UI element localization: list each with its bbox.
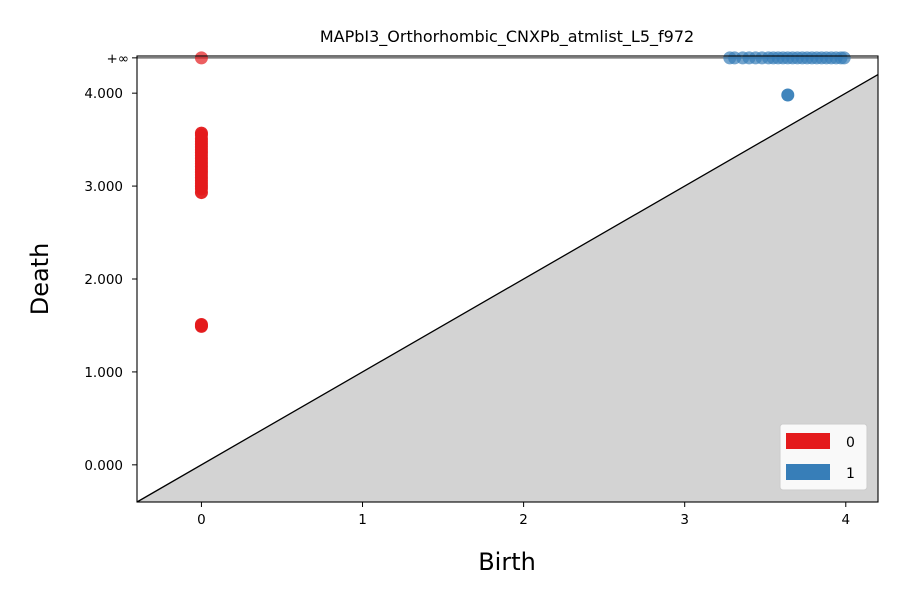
y-tick-label: 0.000: [84, 458, 123, 474]
diagonal-line: [136, 74, 879, 503]
y-tick-label: 4.000: [84, 86, 123, 102]
point-dim0: [194, 126, 208, 140]
x-tick-label: 4: [841, 512, 850, 528]
infinity-tick-label: +∞: [106, 51, 129, 67]
y-axis-label: Death: [26, 243, 54, 316]
point-dim0: [194, 318, 208, 332]
y-tick-label: 3.000: [84, 179, 123, 195]
y-tick-label: 2.000: [84, 272, 123, 288]
legend-label-0: 0: [846, 435, 855, 451]
chart-title: MAPbI3_Orthorhombic_CNXPb_atmlist_L5_f97…: [320, 27, 694, 47]
y-axis-ticks: 0.000 1.000 2.000 3.000 4.000: [84, 57, 137, 474]
legend: 0 1: [779, 423, 868, 491]
x-axis-ticks: 0 1 2 3 4: [197, 502, 850, 528]
legend-label-1: 1: [846, 466, 855, 482]
x-tick-label: 3: [680, 512, 689, 528]
legend-swatch-1: [786, 464, 830, 480]
data-points: [194, 51, 851, 333]
legend-swatch-0: [786, 433, 830, 449]
x-tick-label: 1: [358, 512, 367, 528]
plot-area: [136, 51, 879, 503]
infinite-point-dim0: [194, 51, 208, 65]
point-dim1: [781, 88, 795, 102]
y-tick-label: 1.000: [84, 365, 123, 381]
x-axis-label: Birth: [478, 548, 536, 576]
infinite-point-dim1: [837, 51, 851, 65]
x-tick-label: 2: [519, 512, 528, 528]
x-tick-label: 0: [197, 512, 206, 528]
